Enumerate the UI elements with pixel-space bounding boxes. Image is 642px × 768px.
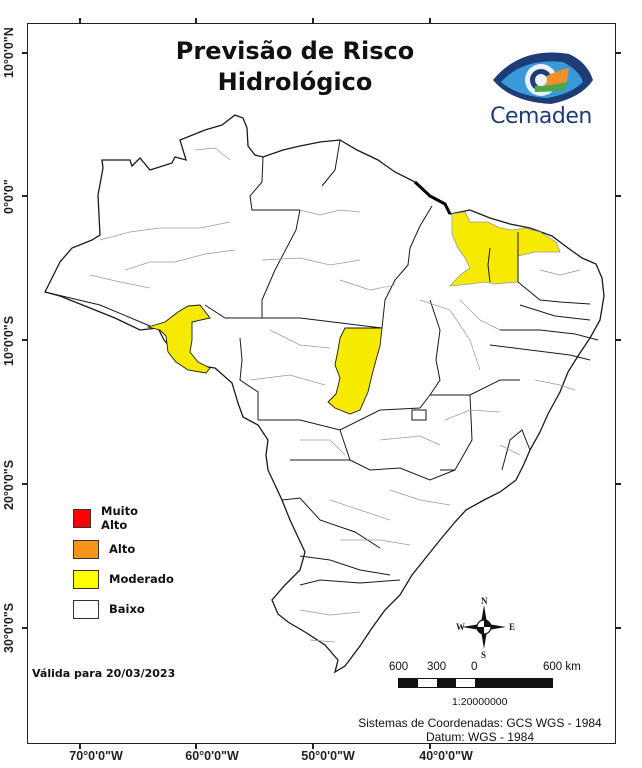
- scale-label-600-left: 600: [389, 661, 409, 673]
- compass-rose: [462, 605, 506, 649]
- scale-ratio: 1:20000000: [452, 696, 508, 708]
- map-title-line2: Hidrológico: [217, 68, 373, 96]
- scale-label-0: 0: [471, 661, 478, 673]
- crs-line2: Datum: WGS - 1984: [425, 730, 535, 744]
- tick-left-10n: [22, 52, 27, 54]
- risk-area-rondonia: [146, 304, 211, 374]
- scale-seg: [418, 679, 437, 687]
- cemaden-logo-icon: [493, 52, 593, 105]
- tick-right-10s: [616, 339, 621, 341]
- scale-label-600-km: 600 km: [543, 661, 581, 673]
- tick-left-30s: [22, 627, 27, 629]
- legend-label: Moderado: [109, 572, 174, 586]
- tick-bottom-50w: [312, 744, 314, 749]
- compass-s-label: S: [481, 650, 487, 660]
- tick-bottom-40w: [429, 744, 431, 749]
- lon-label-40w: 40°0'0"W: [419, 749, 473, 763]
- tick-right-20s: [616, 483, 621, 485]
- crs-line1: Sistemas de Coordenadas: GCS WGS - 1984: [358, 716, 602, 730]
- tick-left-20s: [22, 483, 27, 485]
- legend-label: Muito Alto: [101, 504, 139, 532]
- compass-w-label: W: [456, 622, 465, 632]
- scale-seg: [475, 679, 552, 687]
- compass-n-label: N: [481, 596, 488, 606]
- state-borders: [44, 139, 599, 586]
- legend-item-moderado: Moderado: [73, 569, 174, 589]
- legend-item-alto: Alto: [73, 539, 135, 559]
- scale-seg: [399, 679, 418, 687]
- tick-top-60w: [195, 18, 197, 23]
- lon-label-60w: 60°0'0"W: [185, 749, 239, 763]
- tick-top-40w: [429, 18, 431, 23]
- validity-date: Válida para 20/03/2023: [32, 667, 176, 680]
- scale-label-300: 300: [427, 661, 447, 673]
- tick-right-10n: [616, 52, 621, 54]
- tick-bottom-60w: [195, 744, 197, 749]
- tick-bottom-70w: [79, 744, 81, 749]
- compass-e-label: E: [509, 622, 516, 632]
- map-title-line1: Previsão de Risco: [175, 37, 415, 65]
- tick-right-0: [616, 195, 621, 197]
- legend-label: Baixo: [109, 602, 145, 616]
- lon-label-70w: 70°0'0"W: [69, 749, 123, 763]
- lon-label-50w: 50°0'0"W: [301, 749, 355, 763]
- coordinate-system-info: Sistemas de Coordenadas: GCS WGS - 1984 …: [340, 716, 620, 744]
- distrito-federal: [411, 409, 427, 421]
- legend-label: Alto: [109, 542, 136, 556]
- map-title: Previsão de Risco Hidrológico: [150, 36, 440, 98]
- scale-bar: [398, 678, 553, 688]
- tick-top-70w: [79, 18, 81, 23]
- legend-swatch-yellow: [73, 569, 99, 589]
- legend-swatch-red: [73, 508, 92, 528]
- legend-item-baixo: Baixo: [73, 599, 145, 619]
- scale-seg: [437, 679, 456, 687]
- cemaden-logo-text: Cemaden: [490, 104, 592, 129]
- legend-swatch-orange: [73, 539, 99, 559]
- legend-swatch-white: [73, 599, 99, 619]
- amapa-coast: [413, 180, 452, 215]
- mesoregion-borders: [89, 147, 581, 643]
- scale-seg: [456, 679, 475, 687]
- tick-left-10s: [22, 339, 27, 341]
- risk-area-mato-grosso: [327, 327, 383, 415]
- tick-right-30s: [616, 627, 621, 629]
- tick-left-0: [22, 195, 27, 197]
- legend-item-muito-alto: Muito Alto: [73, 504, 146, 532]
- tick-top-50w: [312, 18, 314, 23]
